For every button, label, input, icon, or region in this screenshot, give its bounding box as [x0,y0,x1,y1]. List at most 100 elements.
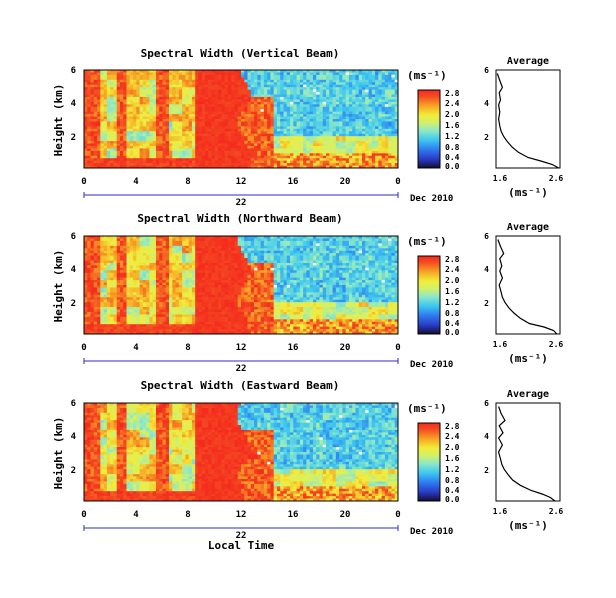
heatmap-cell [87,302,91,305]
heatmap-cell [276,94,281,98]
heatmap-cell [110,89,114,93]
heatmap-cell [224,96,229,100]
heatmap-cell [165,111,170,115]
heatmap-cell [221,165,226,169]
heatmap-cell [152,292,157,296]
heatmap-cell [345,99,350,103]
heatmap-cell [113,292,118,296]
heatmap-cell [126,248,131,252]
heatmap-cell [162,84,167,88]
heatmap-cell [391,96,396,100]
heatmap-cell [119,123,124,127]
heatmap-cell [188,145,193,149]
heatmap-cell [136,238,140,242]
heatmap-cell [165,148,170,152]
heatmap-cell [146,292,150,296]
heatmap-cell [169,314,173,318]
heatmap-cell [335,119,340,122]
heatmap-cell [116,253,121,256]
heatmap-cell [234,165,239,169]
heatmap-cell [322,138,327,142]
heatmap-cell [169,155,173,159]
heatmap-cell [391,128,396,132]
heatmap-cell [97,84,101,88]
heatmap-cell [384,123,389,127]
heatmap-cell [87,262,91,266]
heatmap-cell [142,114,147,117]
heatmap-cell [149,143,154,147]
heatmap-cell [286,133,291,137]
heatmap-cell [237,109,242,113]
heatmap-cell [388,143,392,147]
heatmap-cell [198,104,203,108]
heatmap-cell [303,89,307,93]
heatmap-cell [247,153,252,157]
heatmap-cell [155,133,160,137]
heatmap-cell [90,119,95,122]
heatmap-cell [155,131,160,135]
heatmap-cell [149,292,154,296]
heatmap-cell [113,314,118,318]
heatmap-cell [129,141,134,144]
heatmap-cell [309,158,314,162]
heatmap-cell [303,111,307,115]
heatmap-cell [133,72,137,76]
heatmap-cell [178,109,183,113]
heatmap-cell [276,114,281,117]
heatmap-cell [159,101,163,105]
heatmap-cell [100,158,105,162]
heatmap-cell [257,128,262,132]
heatmap-cell [87,329,91,332]
heatmap-cell [106,250,111,254]
heatmap-cell [280,116,284,120]
heatmap-cell [365,77,369,81]
heatmap-cell [339,141,343,144]
heatmap-cell [254,82,258,86]
heatmap-cell [250,74,255,78]
heatmap-cell [326,106,330,110]
heatmap-cell [110,280,114,283]
heatmap-cell [198,126,203,130]
heatmap-cell [152,311,157,315]
heatmap-cell [123,255,127,259]
heatmap-cell [342,89,347,93]
heatmap-cell [362,165,366,169]
heatmap-cell [381,92,386,95]
heatmap-cell [103,138,108,142]
heatmap-cell [263,96,268,100]
heatmap-cell [394,114,399,117]
heatmap-cell [84,111,88,115]
heatmap-cell [133,302,137,305]
heatmap-cell [368,160,373,164]
heatmap-cell [97,272,101,276]
heatmap-cell [312,87,317,90]
heatmap-cell [381,89,386,93]
heatmap-cell [352,160,356,164]
heatmap-cell [195,138,199,142]
heatmap-cell [116,77,121,81]
heatmap-cell [146,136,150,139]
heatmap-cell [375,153,379,157]
heatmap-cell [381,72,386,76]
heatmap-cell [123,236,127,239]
heatmap-cell [87,277,91,281]
heatmap-cell [345,72,350,76]
heatmap-cell [159,126,163,130]
heatmap-cell [224,119,229,122]
heatmap-cell [84,245,88,249]
heatmap-cell [155,109,160,113]
heatmap-cell [263,150,268,154]
heatmap-cell [162,307,167,310]
heatmap-cell [231,111,235,115]
heatmap-cell [365,148,369,152]
heatmap-cell [136,304,140,308]
heatmap-cell [84,289,88,293]
heatmap-cell [149,299,154,303]
heatmap-cell [362,148,366,152]
heatmap-cell [205,94,209,98]
heatmap-cell [110,145,114,149]
heatmap-cell [283,163,288,166]
heatmap-cell [191,84,196,88]
heatmap-cell [90,329,95,332]
heatmap-cell [342,82,347,86]
